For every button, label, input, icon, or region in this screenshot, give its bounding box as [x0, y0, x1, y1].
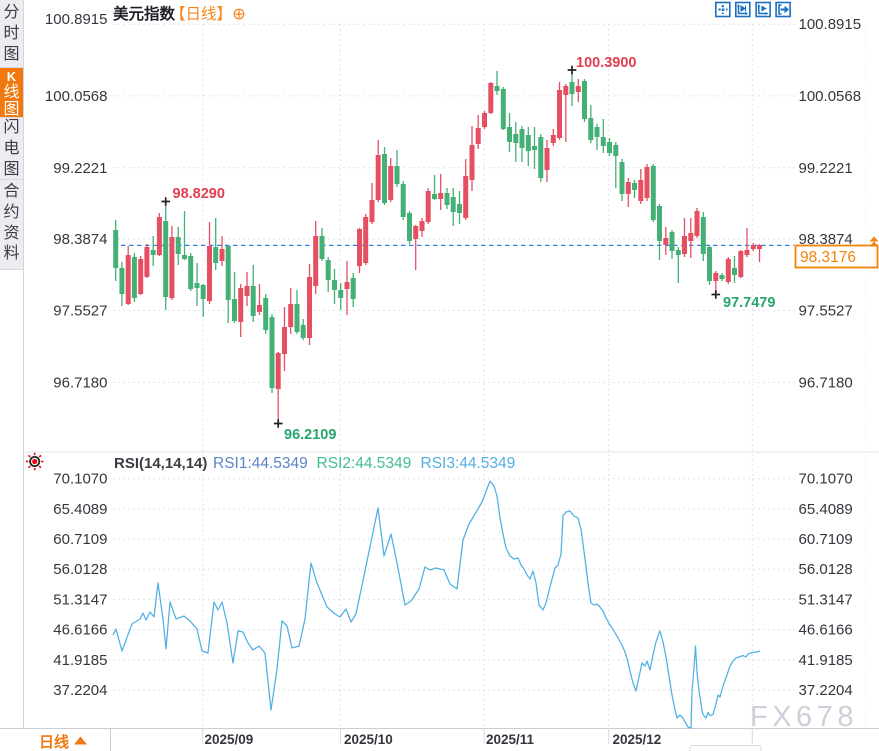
- svg-text:56.0128: 56.0128: [799, 561, 853, 578]
- svg-text:2025/12: 2025/12: [613, 732, 662, 747]
- svg-text:98.3874: 98.3874: [799, 231, 853, 248]
- svg-text:56.0128: 56.0128: [53, 561, 107, 578]
- svg-text:2025/10: 2025/10: [344, 732, 393, 747]
- svg-text:98.3176: 98.3176: [800, 249, 856, 266]
- svg-text:70.1070: 70.1070: [53, 471, 107, 488]
- svg-text:100.3900: 100.3900: [576, 55, 636, 71]
- svg-text:97.5527: 97.5527: [799, 303, 853, 320]
- svg-text:99.2221: 99.2221: [799, 160, 853, 177]
- svg-text:46.6166: 46.6166: [799, 622, 853, 639]
- svg-text:97.5527: 97.5527: [53, 303, 107, 320]
- svg-text:96.7180: 96.7180: [799, 374, 853, 391]
- svg-text:98.8290: 98.8290: [173, 186, 225, 202]
- svg-text:美元指数: 美元指数: [113, 4, 176, 23]
- svg-text:RSI1:44.5349: RSI1:44.5349: [213, 455, 308, 472]
- svg-text:37.2204: 37.2204: [53, 682, 107, 699]
- svg-text:51.3147: 51.3147: [53, 591, 107, 608]
- svg-text:41.9185: 41.9185: [53, 652, 107, 669]
- svg-text:100.0568: 100.0568: [799, 88, 862, 105]
- svg-text:2025/11: 2025/11: [486, 732, 535, 747]
- svg-text:97.7479: 97.7479: [723, 295, 775, 311]
- svg-text:70.1070: 70.1070: [799, 471, 853, 488]
- svg-text:96.2109: 96.2109: [284, 427, 336, 443]
- svg-text:65.4089: 65.4089: [799, 501, 853, 518]
- svg-text:【日线】: 【日线】: [170, 5, 232, 23]
- svg-text:65.4089: 65.4089: [53, 501, 107, 518]
- svg-text:46.6166: 46.6166: [53, 622, 107, 639]
- svg-text:60.7109: 60.7109: [799, 531, 853, 548]
- svg-text:100.8915: 100.8915: [45, 11, 108, 28]
- svg-text:100.0568: 100.0568: [45, 88, 108, 105]
- svg-text:60.7109: 60.7109: [53, 531, 107, 548]
- svg-text:FX678: FX678: [750, 701, 858, 733]
- svg-text:99.2221: 99.2221: [53, 160, 107, 177]
- svg-text:37.2204: 37.2204: [799, 682, 853, 699]
- svg-text:RSI3:44.5349: RSI3:44.5349: [421, 455, 516, 472]
- svg-text:日线: 日线: [39, 733, 69, 751]
- svg-text:RSI2:44.5349: RSI2:44.5349: [317, 455, 412, 472]
- svg-text:96.7180: 96.7180: [53, 374, 107, 391]
- svg-text:51.3147: 51.3147: [799, 591, 853, 608]
- svg-text:RSI(14,14,14): RSI(14,14,14): [114, 455, 207, 472]
- svg-text:41.9185: 41.9185: [799, 652, 853, 669]
- svg-text:2025/09: 2025/09: [205, 732, 254, 747]
- svg-text:98.3874: 98.3874: [53, 231, 107, 248]
- svg-text:100.8915: 100.8915: [799, 16, 862, 33]
